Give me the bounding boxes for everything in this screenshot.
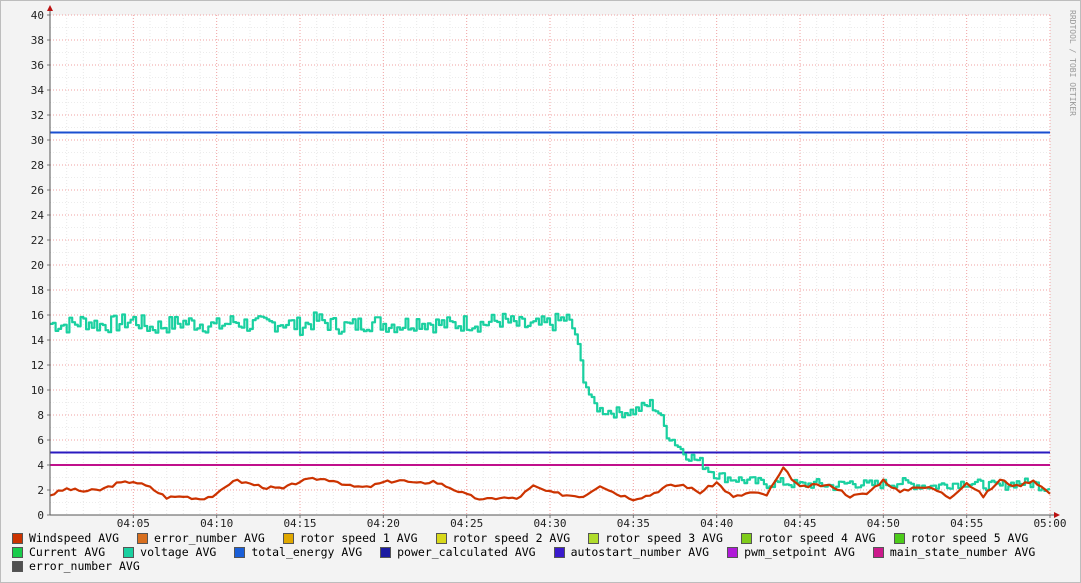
legend-swatch: [12, 546, 23, 558]
y-tick-label: 18: [31, 284, 44, 297]
legend-item: total_energy AVG: [234, 545, 362, 559]
legend-swatch: [234, 546, 246, 558]
legend-swatch: [740, 532, 752, 544]
y-tick-label: 4: [37, 459, 44, 472]
x-tick-label: 04:45: [783, 517, 816, 530]
y-tick-label: 36: [31, 59, 44, 72]
legend-swatch: [588, 532, 600, 544]
legend-label: rotor speed 3 AVG: [605, 531, 723, 545]
watermark-text: RRDTOOL / TOBI OETIKER: [1068, 10, 1077, 116]
y-tick-label: 24: [31, 209, 45, 222]
legend-label: main_state_number AVG: [889, 545, 1036, 559]
legend-label: rotor speed 5 AVG: [910, 531, 1029, 545]
series-lines: [49, 131, 1051, 502]
legend-row: error_number AVG: [12, 559, 1077, 573]
grid: [50, 14, 1051, 516]
legend-label: autostart_number AVG: [570, 545, 710, 559]
legend-item: rotor speed 5 AVG: [893, 531, 1029, 545]
x-tick-label: 04:05: [117, 517, 150, 530]
legend-swatch: [553, 546, 565, 558]
y-tick-label: 16: [31, 309, 44, 322]
x-tick-label: 04:30: [533, 517, 566, 530]
legend-label: rotor speed 1 AVG: [299, 531, 418, 545]
legend-item: rotor speed 1 AVG: [282, 531, 418, 545]
y-tick-label: 26: [31, 184, 44, 197]
y-tick-label: 28: [31, 159, 44, 172]
series-line-voltage-avg: [50, 311, 1051, 492]
legend-swatch: [380, 546, 392, 558]
y-tick-label: 10: [31, 384, 44, 397]
y-tick-label: 34: [31, 84, 45, 97]
y-tick-label: 0: [37, 509, 44, 522]
axes: [47, 5, 1060, 518]
y-tick-label: 40: [31, 9, 44, 22]
y-axis-arrow: [47, 5, 53, 11]
x-axis-arrow: [1054, 512, 1060, 518]
y-tick-label: 6: [37, 434, 44, 447]
legend-label: rotor speed 2 AVG: [452, 531, 571, 545]
legend-swatch: [12, 532, 23, 544]
legend-swatch: [872, 546, 884, 558]
legend-item: voltage AVG: [123, 545, 216, 559]
y-tick-label: 30: [31, 134, 44, 147]
rrdtool-watermark: RRDTOOL / TOBI OETIKER: [1068, 10, 1077, 116]
x-tick-label: 04:20: [367, 517, 400, 530]
y-tick-label: 22: [31, 234, 44, 247]
x-tick-label: 04:15: [283, 517, 316, 530]
legend-label: error_number AVG: [29, 559, 140, 573]
x-tick-label: 05:00: [1033, 517, 1066, 530]
x-tick-label: 04:35: [617, 517, 650, 530]
legend-item: autostart_number AVG: [553, 545, 710, 559]
chart-legend: Windspeed AVG error_number AVG rotor speed…: [12, 531, 1077, 573]
y-tick-label: 38: [31, 34, 44, 47]
x-tick-label: 04:40: [700, 517, 733, 530]
legend-swatch: [435, 532, 447, 544]
legend-swatch: [12, 560, 23, 572]
y-tick-label: 12: [31, 359, 44, 372]
legend-item: error_number AVG: [12, 559, 140, 573]
legend-item: rotor speed 4 AVG: [740, 531, 876, 545]
legend-item: pwm_setpoint AVG: [727, 545, 855, 559]
legend-label: Windspeed AVG: [29, 531, 120, 545]
legend-swatch: [727, 546, 739, 558]
y-tick-label: 20: [31, 259, 44, 272]
series-line-windspeed-avg: [49, 466, 1051, 502]
legend-label: voltage AVG: [140, 545, 217, 559]
legend-item: Windspeed AVG: [12, 531, 119, 545]
legend-row: Current AVG voltage AVG total_energy AVG po…: [12, 545, 1077, 559]
y-tick-label: 8: [37, 409, 44, 422]
x-tick-label: 04:25: [450, 517, 483, 530]
legend-swatch: [137, 532, 149, 544]
y-tick-label: 2: [37, 484, 44, 497]
x-tick-label: 04:50: [867, 517, 900, 530]
legend-label: pwm_setpoint AVG: [744, 545, 855, 559]
legend-swatch: [282, 532, 294, 544]
legend-label: power_calculated AVG: [397, 545, 536, 559]
legend-item: rotor speed 3 AVG: [588, 531, 723, 545]
x-tick-label: 04:10: [200, 517, 233, 530]
legend-item: main_state_number AVG: [872, 545, 1036, 559]
legend-swatch: [123, 546, 135, 558]
y-tick-label: 32: [31, 109, 44, 122]
legend-item: Current AVG: [12, 545, 105, 559]
legend-row: Windspeed AVG error_number AVG rotor speed…: [12, 531, 1077, 545]
legend-item: rotor speed 2 AVG: [435, 531, 571, 545]
x-tick-label: 04:55: [950, 517, 983, 530]
legend-item: error_number AVG: [137, 531, 265, 545]
legend-label: Current AVG: [29, 545, 106, 559]
legend-swatch: [893, 532, 905, 544]
legend-label: rotor speed 4 AVG: [757, 531, 876, 545]
legend-item: power_calculated AVG: [380, 545, 536, 559]
legend-label: error_number AVG: [154, 531, 265, 545]
y-tick-label: 14: [31, 334, 45, 347]
legend-label: total_energy AVG: [251, 545, 363, 559]
x-axis-tick-labels: 04:05 04:10 04:15 04:20 04:25 04:30 04:35 04:40…: [117, 515, 1067, 530]
